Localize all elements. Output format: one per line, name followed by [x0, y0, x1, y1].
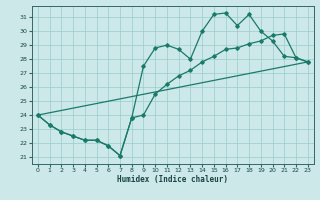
X-axis label: Humidex (Indice chaleur): Humidex (Indice chaleur): [117, 175, 228, 184]
